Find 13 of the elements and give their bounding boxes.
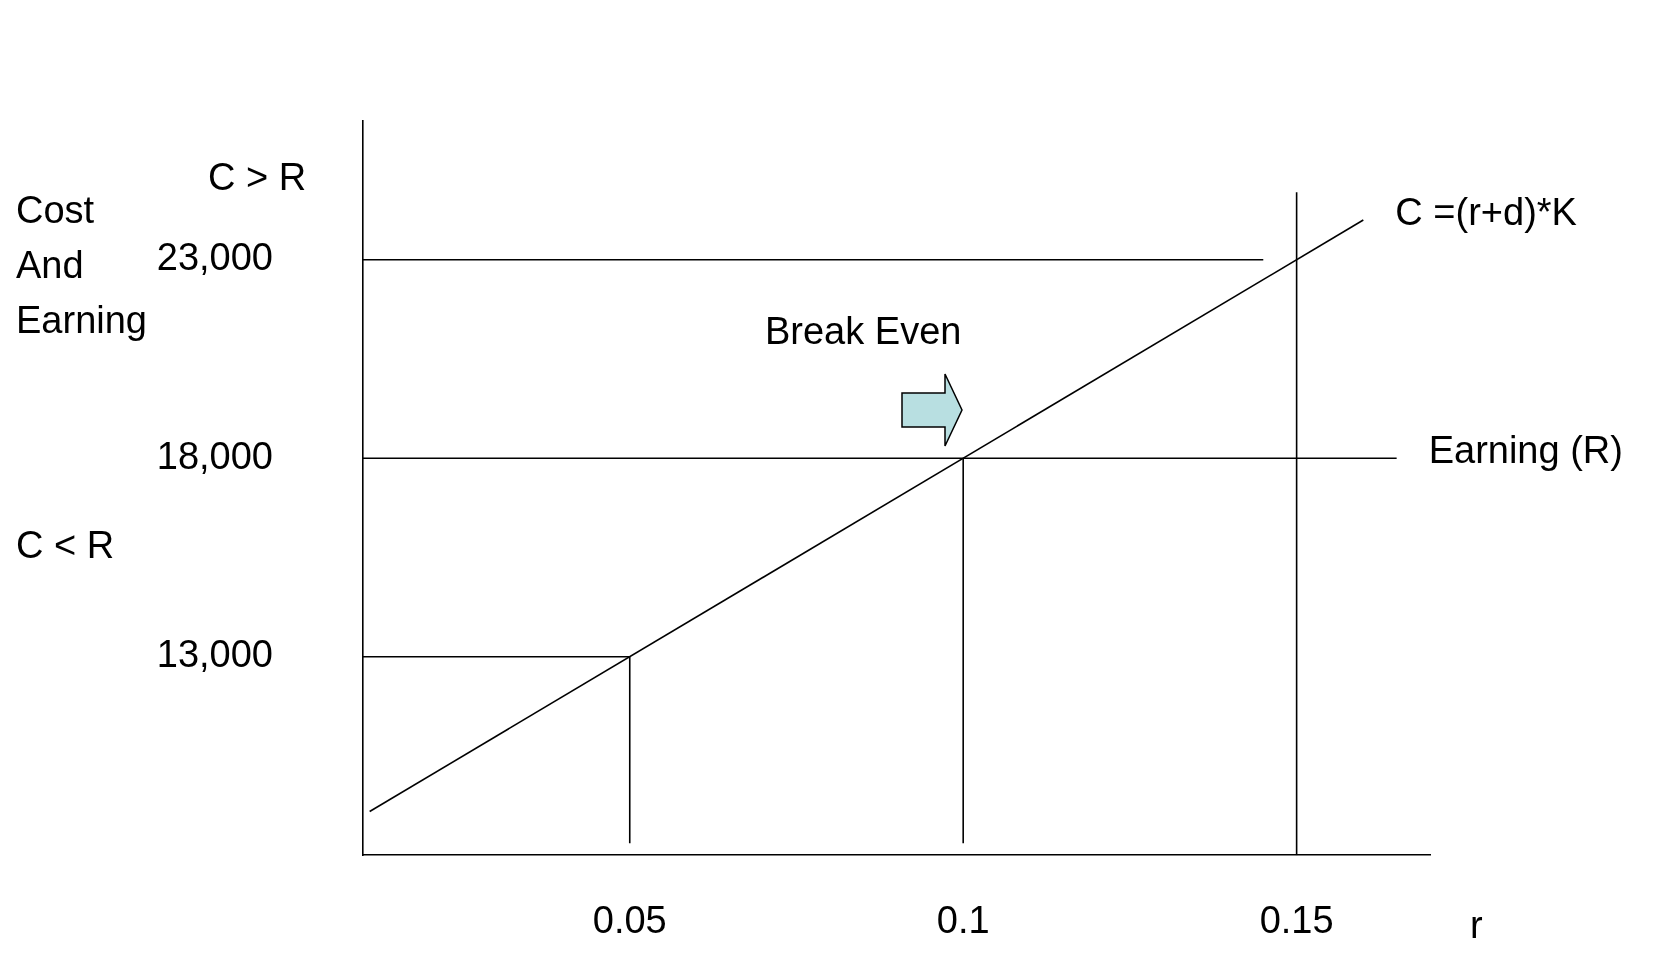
series-label: C =(r+d)*K [1395,190,1577,233]
y-tick-label: 13,000 [156,633,273,676]
y-tick-label: 18,000 [156,434,273,477]
y-tick-label: 23,000 [156,236,273,279]
x-tick-label: 0.05 [592,899,667,942]
x-axis-title: r [1470,903,1483,946]
y-axis-title: Cost And Earning [16,189,147,342]
x-tick-label: 0.15 [1259,899,1334,942]
series-label: Earning (R) [1428,428,1623,471]
annotation: Break Even [764,309,962,352]
x-tick-label: 0.1 [936,899,990,942]
text: C < R [16,524,115,567]
text: C > R [208,156,307,199]
